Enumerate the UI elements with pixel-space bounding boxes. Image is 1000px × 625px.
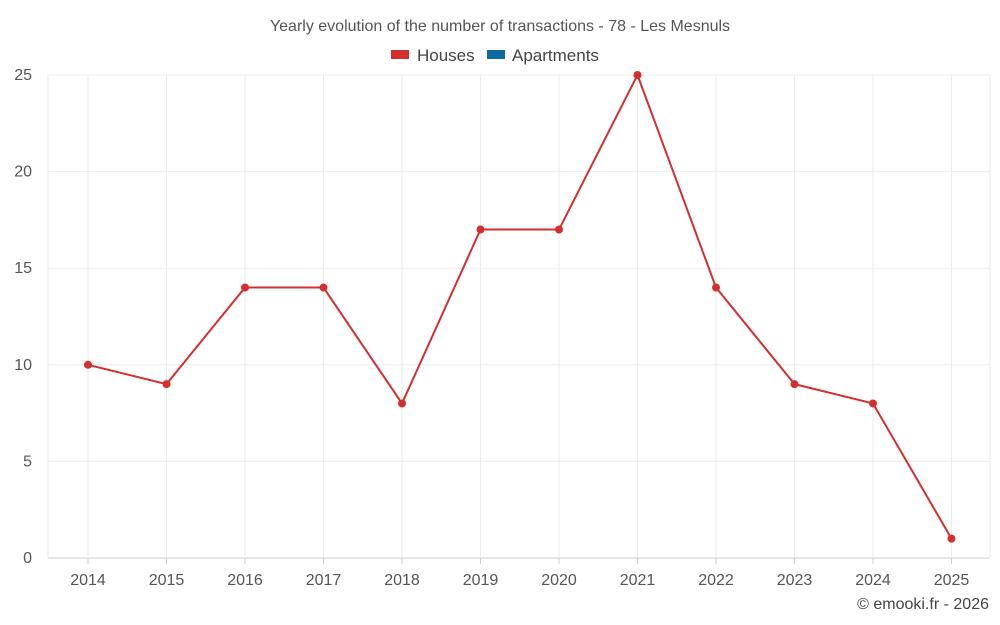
credit-text: © emooki.fr - 2026 xyxy=(857,596,989,613)
x-tick-label: 2025 xyxy=(934,572,970,589)
legend-swatch-houses xyxy=(391,50,409,59)
x-tick-label: 2017 xyxy=(306,572,342,589)
x-tick-label: 2016 xyxy=(227,572,263,589)
data-point-houses-2017[interactable] xyxy=(319,283,328,292)
y-axis: 0 5 10 15 20 25 xyxy=(14,67,32,567)
y-tick-label: 10 xyxy=(14,357,32,374)
data-point-houses-2014[interactable] xyxy=(84,360,92,369)
data-point-houses-2025[interactable] xyxy=(947,534,956,543)
y-tick-label: 15 xyxy=(14,260,32,277)
legend-item-apartments[interactable]: Apartments xyxy=(487,46,599,65)
data-point-houses-2021[interactable] xyxy=(633,71,642,79)
x-tick-label: 2014 xyxy=(70,572,106,589)
x-tick-label: 2022 xyxy=(698,572,734,589)
x-tick-label: 2019 xyxy=(463,572,499,589)
x-tick-label: 2024 xyxy=(855,572,891,589)
chart-title: Yearly evolution of the number of transa… xyxy=(270,18,730,35)
legend-swatch-apartments xyxy=(487,50,505,59)
y-tick-label: 20 xyxy=(14,164,32,181)
x-tick-label: 2018 xyxy=(384,572,420,589)
legend-label-apartments: Apartments xyxy=(512,46,599,65)
data-point-houses-2018[interactable] xyxy=(398,399,406,408)
legend: Houses Apartments xyxy=(391,46,599,65)
data-point-houses-2015[interactable] xyxy=(162,380,171,389)
data-point-houses-2022[interactable] xyxy=(712,283,720,292)
y-tick-label: 0 xyxy=(23,550,32,567)
x-tick-label: 2015 xyxy=(149,572,185,589)
series-houses xyxy=(84,71,956,543)
y-tick-label: 25 xyxy=(14,67,32,84)
data-point-houses-2024[interactable] xyxy=(869,399,877,408)
grid xyxy=(47,74,991,559)
data-point-houses-2020[interactable] xyxy=(555,225,563,234)
legend-item-houses[interactable]: Houses xyxy=(391,46,475,65)
y-tick-label: 5 xyxy=(23,453,32,470)
legend-label-houses: Houses xyxy=(417,46,475,65)
data-point-houses-2023[interactable] xyxy=(790,380,799,389)
x-tick-label: 2023 xyxy=(777,572,813,589)
x-tick-label: 2021 xyxy=(620,572,656,589)
series-line-houses xyxy=(87,74,953,540)
data-point-houses-2019[interactable] xyxy=(476,225,485,234)
x-axis: 2014 2015 2016 2017 2018 2019 2020 2021 2022 2023… xyxy=(70,558,969,589)
x-tick-label: 2020 xyxy=(541,572,577,589)
data-point-houses-2016[interactable] xyxy=(241,283,249,292)
